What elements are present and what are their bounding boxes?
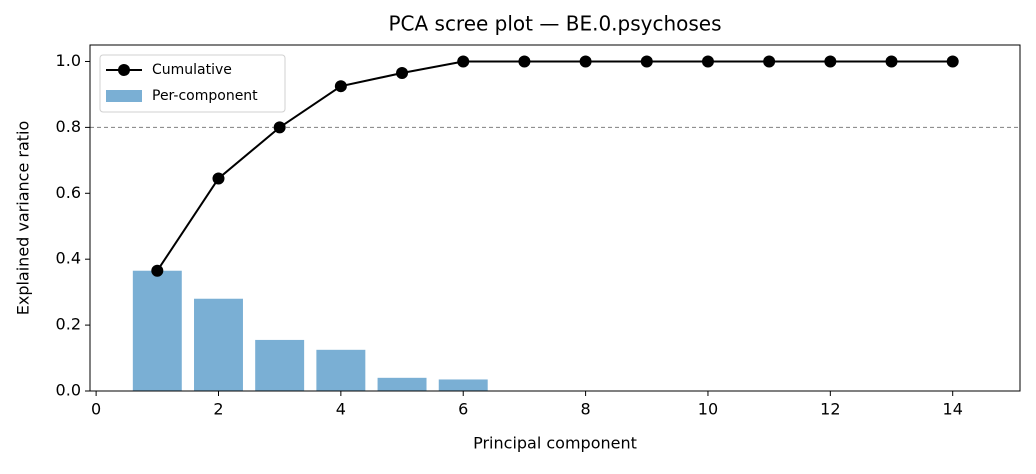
- bar: [194, 298, 243, 391]
- point: [701, 55, 714, 68]
- bar: [438, 379, 488, 391]
- y-tick-label: 1.0: [56, 51, 81, 70]
- legend-label: Cumulative: [152, 62, 232, 78]
- y-tick-label: 0.2: [56, 315, 81, 334]
- y-axis-label: Explained variance ratio: [14, 121, 33, 316]
- point: [334, 80, 347, 93]
- x-tick-label: 14: [943, 400, 963, 419]
- legend-box: [99, 54, 286, 113]
- x-tick-label: 6: [458, 400, 468, 419]
- legend-marker: [118, 64, 130, 76]
- x-tick-label: 2: [213, 400, 223, 419]
- legend-patch: [106, 90, 142, 102]
- point: [640, 55, 653, 68]
- cumulative-line: [156, 60, 953, 272]
- point: [518, 55, 531, 68]
- point: [457, 55, 470, 68]
- point: [824, 55, 837, 68]
- x-tick-label: 8: [580, 400, 590, 419]
- chart-title: PCA scree plot — BE.0.psychoses: [388, 12, 721, 36]
- point: [885, 55, 898, 68]
- x-axis-label: Principal component: [473, 434, 637, 453]
- bar: [316, 349, 366, 391]
- y-tick-label: 0.8: [56, 117, 81, 136]
- x-tick-label: 0: [91, 400, 101, 419]
- legend-label: Per-component: [152, 88, 258, 104]
- point: [396, 67, 409, 80]
- bar: [377, 377, 427, 391]
- point: [151, 264, 164, 277]
- point: [579, 55, 592, 68]
- point: [273, 121, 286, 134]
- bar: [255, 339, 305, 391]
- y-tick-label: 0.6: [56, 183, 81, 202]
- point: [763, 55, 776, 68]
- x-tick-label: 12: [820, 400, 840, 419]
- point: [212, 172, 225, 185]
- x-tick-label: 10: [698, 400, 718, 419]
- x-tick-label: 4: [336, 400, 346, 419]
- bar: [132, 270, 182, 391]
- y-tick-label: 0.4: [56, 249, 81, 268]
- point: [946, 55, 959, 68]
- plot-frame: [89, 44, 1021, 392]
- y-tick-label: 0.0: [56, 381, 81, 400]
